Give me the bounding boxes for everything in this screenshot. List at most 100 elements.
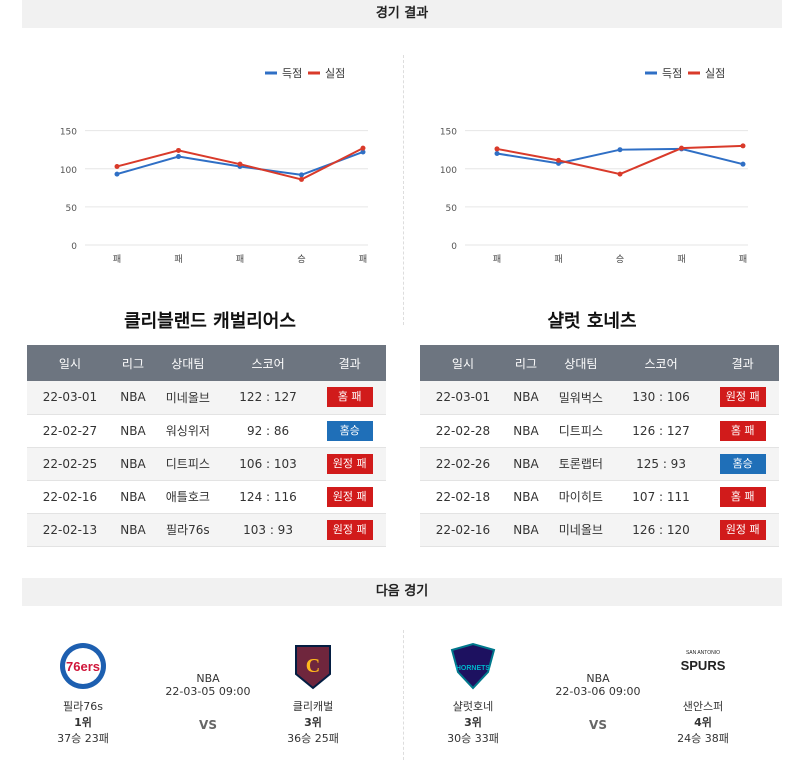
cell-score: 122 : 127 [222,381,314,415]
data-point [114,171,120,177]
team-title-cavaliers: 클리블랜드 캐벌리어스 [124,311,296,332]
data-point [299,172,304,178]
x-tick-label: 패 [739,254,747,265]
game-league: NBA [586,672,610,685]
cell-score: 126 : 120 [615,513,707,547]
cell-date: 22-02-16 [420,513,506,547]
x-tick-label: 패 [113,254,121,265]
cell-score: 103 : 93 [222,513,314,547]
cell-opponent: 미네올브 [546,513,616,547]
next-game-card: 76ers 필라76s 1위 37승 23패 NBA 22-03-05 09:0… [28,640,388,760]
cell-result: 홈승 [706,447,779,481]
cell-score: 130 : 106 [615,381,707,415]
cell-result: 원정 패 [706,381,779,415]
team-record: 30승 33패 [447,732,499,745]
cell-date: 22-03-01 [420,381,506,415]
cell-result: 원정 패 [313,480,386,514]
cell-league: NBA [505,447,547,481]
cell-opponent: 디트피스 [153,447,223,481]
team-rank: 1위 [74,716,92,729]
cell-opponent: 마이히트 [546,480,616,514]
cell-result: 홈승 [313,414,386,448]
y-tick-label: 150 [440,128,457,138]
team-rank: 4위 [694,716,712,729]
table-row: 22-03-01 NBA 밀워벅스 130 : 106 원정 패 [420,381,779,415]
team-rank: 3위 [464,716,482,729]
result-badge: 홈 패 [719,486,766,507]
data-point [360,145,366,151]
table-row: 22-02-25 NBA 디트피스 106 : 103 원정 패 [27,447,386,481]
cell-date: 22-02-27 [27,414,113,448]
game-info: NBA 22-03-06 09:00 [538,672,658,698]
table-row: 22-02-16 NBA 애틀호크 124 : 116 원정 패 [27,480,386,514]
table-row: 22-02-13 NBA 필라76s 103 : 93 원정 패 [27,513,386,547]
cell-league: NBA [112,480,154,514]
column-header: 일시 [27,345,113,381]
cell-date: 22-02-16 [27,480,113,514]
result-badge: 홈승 [326,420,373,441]
cell-date: 22-02-18 [420,480,506,514]
team-name: 필라76s [63,700,103,713]
hornets-logo: HORNETS [448,640,498,692]
data-point [176,154,181,160]
column-header: 상대팀 [546,345,616,381]
cell-league: NBA [112,513,154,547]
cell-opponent: 워싱위저 [153,414,223,448]
team-title-hornets: 샬럿 호네츠 [547,311,637,332]
data-point [494,151,500,156]
cell-opponent: 미네올브 [153,381,223,415]
cell-result: 홈 패 [706,414,779,448]
cell-date: 22-02-13 [27,513,113,547]
chart-cavaliers: 0 50 100 150 패 패 패 승 패 득점 실점 [50,55,390,305]
next-game-card: HORNETS 샬럿호네 3위 30승 33패 NBA 22-03-06 09:… [418,640,778,760]
line-chart: 0 50 100 150 패 패 패 승 패 득점 실점 [60,67,368,265]
column-header: 스코어 [222,345,314,381]
table-row: 22-02-16 NBA 미네올브 126 : 120 원정 패 [420,513,779,547]
result-badge: 홈 패 [719,420,766,441]
column-header: 스코어 [615,345,707,381]
data-point [494,146,500,152]
column-header: 결과 [313,345,386,381]
game-info: NBA 22-03-05 09:00 [148,672,268,698]
y-tick-label: 50 [66,204,78,214]
legend-label: 득점 [282,67,302,80]
game-league: NBA [196,672,220,685]
x-tick-label: 패 [493,254,501,265]
cell-league: NBA [505,480,547,514]
column-header: 리그 [505,345,547,381]
y-tick-label: 0 [71,242,77,252]
away-team[interactable]: C 클리캐벌 3위 36승 25패 [258,640,368,746]
x-tick-label: 승 [616,254,624,265]
data-point [299,176,304,182]
results-table-hornets: 일시 리그 상대팀 스코어 결과 22-03-01 NBA 밀워벅스 130 : 106 원정 패… [420,345,779,547]
cell-opponent: 필라76s [153,513,223,547]
cell-league: NBA [505,414,547,448]
home-team[interactable]: 76ers 필라76s 1위 37승 23패 [28,640,138,746]
legend-label: 실점 [325,67,345,80]
svg-text:SPURS: SPURS [681,658,726,673]
table-row: 22-02-26 NBA 토론랩터 125 : 93 홈승 [420,447,779,481]
cell-score: 107 : 111 [615,480,707,514]
line-chart: 0 50 100 150 패 패 승 패 패 득점 실점 [440,67,748,265]
legend-label: 득점 [662,67,682,80]
away-team[interactable]: SAN ANTONIO SPURS 샌안스퍼 4위 24승 38패 [648,640,758,746]
team-rank: 3위 [304,716,322,729]
next-section-title: 다음 경기 [22,578,782,606]
svg-text:HORNETS: HORNETS [456,665,491,672]
cell-result: 원정 패 [313,447,386,481]
table-row: 22-02-27 NBA 워싱위저 92 : 86 홈승 [27,414,386,448]
home-team[interactable]: HORNETS 샬럿호네 3위 30승 33패 [418,640,528,746]
y-tick-label: 100 [440,166,457,176]
cell-date: 22-03-01 [27,381,113,415]
cell-score: 106 : 103 [222,447,314,481]
table-row: 22-02-18 NBA 마이히트 107 : 111 홈 패 [420,480,779,514]
cell-date: 22-02-25 [27,447,113,481]
y-tick-label: 150 [60,128,77,138]
cell-opponent: 밀워벅스 [546,381,616,415]
cell-score: 126 : 127 [615,414,707,448]
x-tick-label: 승 [297,254,305,265]
result-badge: 원정 패 [719,519,766,540]
x-tick-label: 패 [554,254,562,265]
team-record: 24승 38패 [677,732,729,745]
game-datetime: 22-03-05 09:00 [165,685,251,698]
